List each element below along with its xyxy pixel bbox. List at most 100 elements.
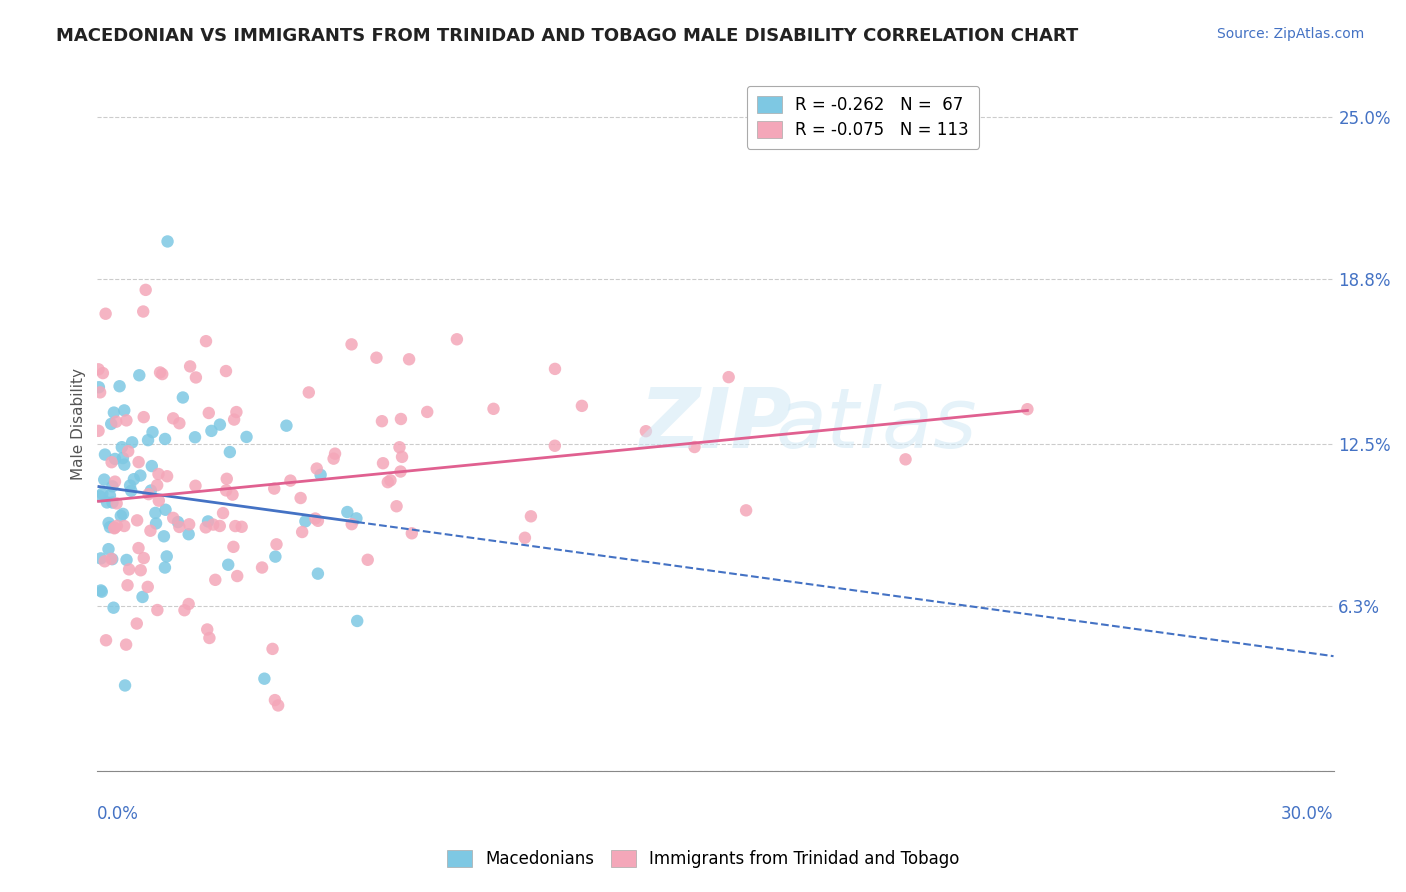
Point: [401, 526, 423, 541]
Point: [224, 519, 246, 533]
Point: [389, 412, 412, 426]
Point: [101, 479, 124, 493]
Point: [146, 478, 169, 492]
Point: [391, 450, 413, 464]
Point: [298, 385, 321, 400]
Point: [366, 351, 388, 365]
Point: [150, 367, 173, 381]
Point: [112, 403, 135, 417]
Point: [446, 332, 468, 346]
Point: [172, 391, 194, 405]
Point: [304, 511, 326, 525]
Point: [122, 472, 145, 486]
Point: [179, 517, 201, 532]
Point: [194, 520, 217, 534]
Point: [94, 448, 117, 462]
Point: [115, 553, 138, 567]
Point: [111, 451, 134, 466]
Point: [89, 489, 111, 503]
Point: [195, 334, 218, 348]
Point: [149, 366, 172, 380]
Point: [735, 503, 758, 517]
Point: [398, 352, 420, 367]
Point: [195, 623, 218, 637]
Point: [100, 552, 122, 566]
Point: [131, 590, 153, 604]
Point: [385, 500, 408, 514]
Point: [264, 693, 287, 707]
Point: [121, 435, 143, 450]
Text: atlas: atlas: [775, 384, 977, 465]
Point: [179, 359, 201, 374]
Text: ZIP: ZIP: [640, 384, 792, 465]
Point: [97, 542, 120, 557]
Point: [307, 514, 329, 528]
Point: [108, 379, 131, 393]
Point: [112, 458, 135, 472]
Point: [118, 562, 141, 576]
Point: [235, 430, 257, 444]
Point: [132, 551, 155, 566]
Point: [218, 445, 240, 459]
Point: [266, 537, 288, 551]
Point: [520, 509, 543, 524]
Point: [117, 578, 139, 592]
Point: [231, 520, 253, 534]
Point: [153, 560, 176, 574]
Point: [100, 455, 122, 469]
Point: [340, 517, 363, 532]
Point: [184, 370, 207, 384]
Point: [208, 417, 231, 432]
Point: [357, 553, 380, 567]
Point: [111, 440, 134, 454]
Point: [290, 491, 312, 505]
Point: [177, 597, 200, 611]
Point: [544, 439, 567, 453]
Point: [139, 483, 162, 498]
Point: [221, 488, 243, 502]
Point: [340, 337, 363, 351]
Point: [128, 455, 150, 469]
Point: [141, 458, 163, 473]
Point: [208, 519, 231, 533]
Point: [120, 483, 142, 498]
Point: [267, 698, 290, 713]
Point: [146, 603, 169, 617]
Point: [388, 440, 411, 454]
Point: [110, 508, 132, 523]
Point: [87, 362, 110, 376]
Point: [103, 521, 125, 535]
Point: [416, 405, 439, 419]
Point: [90, 551, 112, 566]
Point: [167, 515, 190, 529]
Point: [156, 549, 179, 564]
Text: Source: ZipAtlas.com: Source: ZipAtlas.com: [1216, 27, 1364, 41]
Point: [717, 370, 740, 384]
Point: [127, 513, 149, 527]
Point: [482, 401, 505, 416]
Point: [98, 489, 121, 503]
Point: [212, 506, 235, 520]
Point: [173, 603, 195, 617]
Point: [169, 416, 191, 430]
Point: [153, 432, 176, 446]
Point: [894, 452, 917, 467]
Point: [115, 413, 138, 427]
Point: [1017, 402, 1039, 417]
Point: [128, 368, 150, 383]
Point: [148, 467, 170, 481]
Point: [156, 235, 179, 249]
Point: [226, 569, 249, 583]
Point: [104, 451, 127, 466]
Point: [125, 616, 148, 631]
Point: [132, 304, 155, 318]
Point: [250, 560, 273, 574]
Point: [111, 507, 134, 521]
Point: [276, 418, 298, 433]
Point: [98, 520, 121, 534]
Point: [162, 411, 184, 425]
Point: [204, 573, 226, 587]
Point: [197, 406, 219, 420]
Point: [104, 521, 127, 535]
Point: [377, 475, 399, 490]
